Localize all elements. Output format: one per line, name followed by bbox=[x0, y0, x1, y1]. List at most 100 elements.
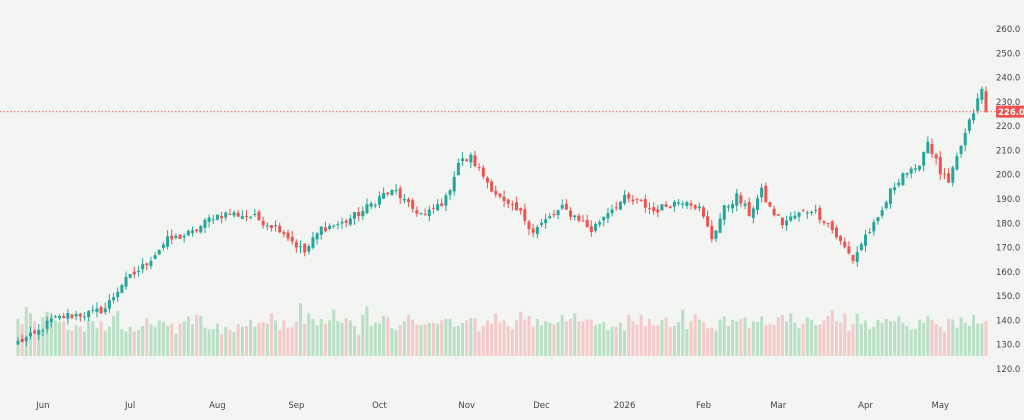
candle-body bbox=[789, 216, 793, 221]
candle-body bbox=[498, 193, 502, 197]
candle-body bbox=[818, 207, 822, 220]
volume-bar bbox=[681, 309, 685, 356]
candle-body bbox=[461, 158, 465, 162]
volume-bar bbox=[290, 326, 294, 356]
volume-bar bbox=[967, 325, 971, 356]
candle bbox=[490, 179, 494, 193]
volume-bar bbox=[328, 320, 332, 356]
price-tick-label: 180.0 bbox=[996, 219, 1020, 229]
candle-body bbox=[415, 210, 419, 214]
candle bbox=[431, 203, 435, 214]
candle bbox=[976, 93, 980, 114]
candle-body bbox=[515, 202, 519, 211]
candle bbox=[33, 329, 37, 335]
candle-body bbox=[610, 209, 614, 214]
candle bbox=[377, 191, 381, 209]
candle bbox=[274, 220, 278, 232]
candle bbox=[606, 207, 610, 223]
candle bbox=[519, 207, 523, 215]
candle-body bbox=[614, 207, 618, 209]
candle-body bbox=[303, 243, 307, 253]
volume-bar bbox=[369, 325, 373, 356]
candle-body bbox=[984, 91, 988, 112]
candle bbox=[436, 199, 440, 211]
candle bbox=[664, 201, 668, 208]
candle-body bbox=[855, 252, 859, 262]
candle-body bbox=[386, 192, 390, 195]
time-axis[interactable]: Jun Jul Aug Sep Oct Nov Dec 2026 Feb Mar Apr May bbox=[35, 401, 949, 411]
volume-bar bbox=[718, 319, 722, 356]
volume-bar bbox=[303, 323, 307, 356]
candle-body bbox=[768, 202, 772, 207]
candle-body bbox=[544, 219, 548, 224]
candle bbox=[120, 283, 124, 294]
volume-bar bbox=[909, 329, 913, 356]
last-price-badge bbox=[996, 105, 1024, 118]
candle bbox=[544, 213, 548, 229]
price-axis[interactable]: 120.0 130.0 140.0 150.0 160.0 170.0 180.0 190.0… bbox=[996, 25, 1020, 375]
candle-body bbox=[490, 181, 494, 192]
candle bbox=[710, 220, 714, 243]
candle-body bbox=[780, 217, 784, 226]
volume-bar bbox=[261, 322, 265, 356]
volume-bar bbox=[157, 320, 161, 356]
candle-body bbox=[257, 211, 261, 221]
candle bbox=[768, 201, 772, 207]
candle-body bbox=[203, 219, 207, 228]
candle bbox=[348, 214, 352, 227]
candle bbox=[797, 211, 801, 222]
candle bbox=[286, 229, 290, 242]
candle bbox=[577, 213, 581, 223]
candle bbox=[598, 219, 602, 228]
volume-bar bbox=[161, 322, 165, 356]
candle bbox=[918, 165, 922, 172]
candle-body bbox=[830, 221, 834, 231]
price-tick-label: 240.0 bbox=[996, 74, 1020, 84]
candle-body bbox=[33, 330, 37, 334]
candle bbox=[685, 200, 689, 209]
volume-bar bbox=[170, 323, 174, 356]
candle-body bbox=[274, 225, 278, 227]
volume-bar bbox=[851, 323, 855, 356]
candle-body bbox=[16, 340, 20, 345]
volume-bar bbox=[348, 320, 352, 356]
candle-body bbox=[136, 270, 140, 273]
candle-body bbox=[772, 208, 776, 216]
candle bbox=[805, 210, 809, 219]
volume-bar bbox=[394, 329, 398, 356]
candle-body bbox=[502, 196, 506, 202]
candle bbox=[689, 200, 693, 210]
volume-bar bbox=[876, 319, 880, 356]
candle bbox=[926, 136, 930, 154]
candle bbox=[190, 226, 194, 237]
candle-body bbox=[53, 316, 57, 318]
candle bbox=[265, 222, 269, 230]
candle bbox=[851, 254, 855, 264]
time-tick-label: Dec bbox=[533, 401, 550, 411]
candle-body bbox=[145, 263, 149, 266]
volume-bar bbox=[253, 326, 257, 356]
candle-body bbox=[477, 167, 481, 169]
candle-body bbox=[822, 221, 826, 223]
volume-bar bbox=[593, 325, 597, 356]
candle-body bbox=[28, 332, 32, 337]
candle bbox=[793, 211, 797, 220]
candle-body bbox=[278, 225, 282, 233]
candle bbox=[249, 216, 253, 220]
candle bbox=[593, 222, 597, 233]
candle-body bbox=[606, 213, 610, 219]
candle bbox=[726, 204, 730, 212]
volume-bar bbox=[893, 321, 897, 356]
volume-bar bbox=[269, 313, 273, 356]
volume-bar bbox=[112, 315, 116, 356]
candle-body bbox=[859, 244, 863, 251]
candle bbox=[942, 167, 946, 180]
volume-bar bbox=[585, 319, 589, 356]
volume-bar bbox=[897, 316, 901, 356]
volume-bar bbox=[764, 325, 768, 356]
price-tick-label: 130.0 bbox=[996, 341, 1020, 351]
candle bbox=[913, 164, 917, 174]
volume-bar bbox=[498, 322, 502, 356]
